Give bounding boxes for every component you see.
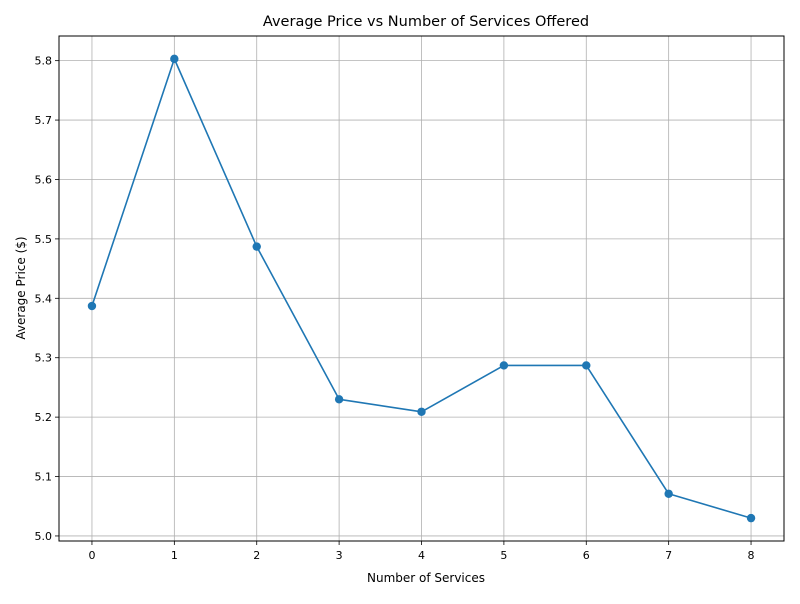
chart-title: Average Price vs Number of Services Offe… (263, 14, 589, 30)
grid-layer (59, 36, 784, 541)
x-tick-label: 0 (88, 549, 95, 562)
plot-frame (58, 35, 785, 542)
y-axis-label: Average Price ($) (14, 236, 28, 339)
x-tick-label: 1 (171, 549, 178, 562)
data-point (87, 301, 97, 311)
data-point (499, 361, 509, 370)
x-tick-label: 6 (583, 549, 590, 562)
data-point (746, 513, 756, 523)
y-tick-label: 5.3 (35, 352, 53, 365)
y-tick-label: 5.1 (35, 471, 53, 484)
data-point (252, 242, 261, 251)
y-tick-label: 5.7 (35, 114, 53, 127)
y-tick-label: 5.8 (35, 55, 53, 68)
y-tick-label: 5.0 (35, 530, 53, 543)
y-tick-label: 5.4 (35, 292, 53, 305)
data-point (170, 54, 179, 64)
data-point (334, 395, 344, 404)
x-tick-label: 2 (253, 549, 260, 562)
x-axis-label: Number of Services (367, 571, 485, 585)
x-tick-label: 3 (336, 549, 343, 562)
x-tick-label: 7 (665, 549, 672, 562)
data-point (664, 489, 673, 498)
x-tick-label: 8 (748, 549, 755, 562)
series-layer (87, 54, 756, 523)
y-tick-label: 5.5 (35, 233, 53, 246)
y-tick-label: 5.2 (35, 411, 53, 424)
y-tick-label: 5.6 (35, 173, 53, 186)
x-tick-label: 5 (500, 549, 507, 562)
data-point (417, 407, 426, 416)
data-point (582, 361, 591, 370)
x-tick-label: 4 (418, 549, 425, 562)
tick-layer: 0 1 2 3 4 5 6 7 8 5.0 5.1 5.2 5.3 5.4 5.5 5.6 5.7 5.8 (35, 55, 755, 562)
